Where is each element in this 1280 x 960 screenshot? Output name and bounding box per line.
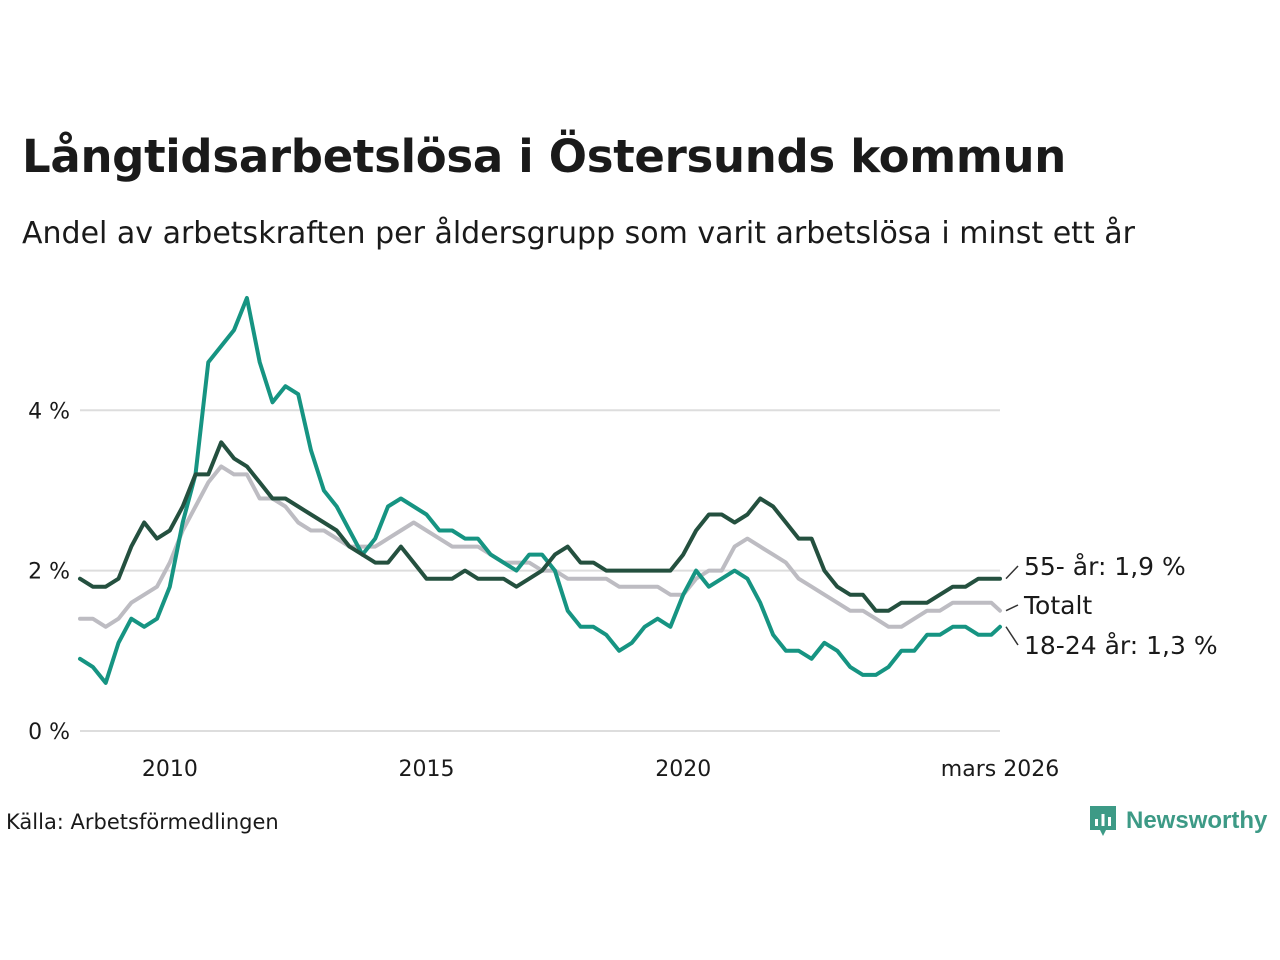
y-tick-label: 4 %: [28, 399, 70, 424]
series-line-total: [78, 464, 1002, 629]
x-axis-ticks: 2010 2015 2020 mars 2026: [142, 757, 1059, 782]
y-tick-label: 2 %: [28, 560, 70, 585]
source-note: Källa: Arbetsförmedlingen: [6, 810, 279, 834]
x-tick-label: 2010: [142, 757, 198, 782]
series-line-youth: [78, 296, 1002, 685]
end-label-youth: 18-24 år: 1,3 %: [1024, 631, 1218, 660]
y-axis-ticks: 0 % 2 % 4 %: [28, 399, 70, 745]
label-connector: [1005, 626, 1019, 646]
x-tick-label: 2015: [399, 757, 455, 782]
series-line-age55: [78, 440, 1002, 613]
brand-name: Newsworthy: [1126, 807, 1268, 834]
label-connector: [1005, 604, 1019, 612]
y-tick-label: 0 %: [28, 720, 70, 745]
end-label-age55: 55- år: 1,9 %: [1024, 552, 1186, 581]
brand-logo[interactable]: Newsworthy: [1088, 804, 1267, 838]
newsworthy-icon: [1090, 806, 1116, 836]
chart-title: Långtidsarbetslösa i Östersunds kommun: [22, 130, 1066, 183]
series-lines: [78, 296, 1002, 685]
label-connector: [1005, 565, 1019, 580]
x-tick-label: 2020: [655, 757, 711, 782]
end-label-total: Totalt: [1023, 591, 1092, 620]
x-tick-label: mars 2026: [941, 757, 1059, 782]
end-labels: Totalt 55- år: 1,9 % 18-24 år: 1,3 %: [1005, 552, 1218, 660]
chart-subtitle: Andel av arbetskraften per åldersgrupp s…: [22, 216, 1135, 251]
